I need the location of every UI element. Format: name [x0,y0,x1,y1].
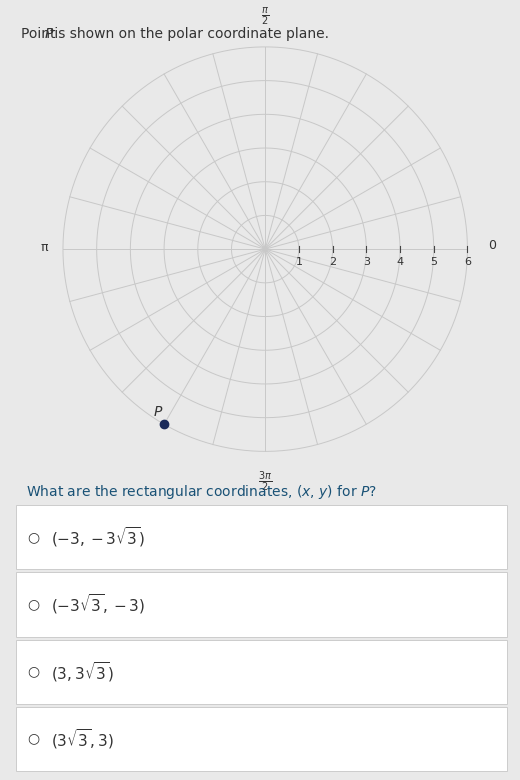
Text: 3: 3 [363,257,370,267]
Text: What are the rectangular coordinates, ($x$, $y$) for $P$?: What are the rectangular coordinates, ($… [25,483,376,501]
FancyBboxPatch shape [16,707,508,771]
Text: 0: 0 [488,239,496,252]
Text: 2: 2 [329,257,336,267]
Text: $\frac{\pi}{2}$: $\frac{\pi}{2}$ [261,5,269,27]
Text: Point: Point [21,27,60,41]
Text: P: P [44,27,53,41]
FancyBboxPatch shape [16,640,508,704]
Text: P: P [154,405,162,419]
Text: ○: ○ [27,665,39,679]
Text: $(3, 3\sqrt{3})$: $(3, 3\sqrt{3})$ [50,660,113,683]
Text: π: π [40,241,48,254]
Text: 1: 1 [295,257,303,267]
Text: $\frac{3\pi}{2}$: $\frac{3\pi}{2}$ [258,470,272,495]
Text: $(-3\sqrt{3}, -3)$: $(-3\sqrt{3}, -3)$ [50,593,145,616]
Text: is shown on the polar coordinate plane.: is shown on the polar coordinate plane. [50,27,329,41]
Text: $(3\sqrt{3}, 3)$: $(3\sqrt{3}, 3)$ [50,727,113,750]
FancyBboxPatch shape [16,505,508,569]
Text: 4: 4 [396,257,404,267]
Text: ○: ○ [27,530,39,544]
Text: 6: 6 [464,257,471,267]
FancyBboxPatch shape [16,573,508,636]
Text: ○: ○ [27,732,39,746]
Text: ○: ○ [27,597,39,612]
Text: $(-3, -3\sqrt{3})$: $(-3, -3\sqrt{3})$ [50,526,145,549]
Text: 5: 5 [430,257,437,267]
